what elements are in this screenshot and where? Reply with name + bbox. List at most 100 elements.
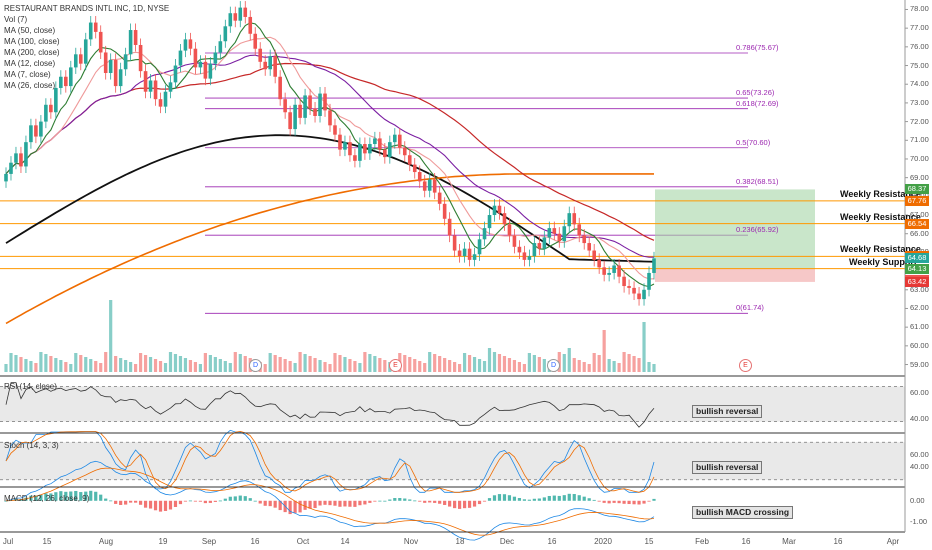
candle (397, 128, 402, 155)
x-tick-label: Dec (499, 537, 515, 546)
candle (517, 240, 522, 259)
x-tick-label: Jul (2, 537, 14, 546)
candle-body (44, 104, 48, 122)
volume-bar (178, 356, 183, 372)
price-pane[interactable] (0, 1, 905, 372)
candle-body (14, 153, 18, 163)
volume-bar (168, 352, 173, 372)
macd-histogram-bar (248, 498, 252, 501)
candle (188, 32, 193, 56)
candle (44, 98, 48, 129)
volume-bar (343, 357, 347, 372)
candle (402, 141, 407, 162)
volume-bar (567, 348, 571, 372)
macd-histogram-bar (547, 495, 551, 501)
candle (497, 199, 502, 220)
candle-body (64, 76, 68, 87)
candle (323, 87, 327, 117)
volume-bar (617, 363, 621, 372)
y-tick-label: 71.00 (910, 135, 929, 145)
macd-histogram-bar (178, 500, 183, 505)
volume-bar (114, 356, 118, 372)
macd-histogram-bar (572, 494, 576, 501)
x-tick-label: 14 (340, 537, 350, 546)
y-tick-label: 73.00 (910, 97, 929, 107)
rsi-line (5, 382, 655, 428)
event-marker: E (389, 359, 402, 372)
candle (83, 32, 88, 71)
candle (393, 128, 397, 149)
macd-histogram-bar (502, 494, 507, 501)
macd-histogram-bar (258, 500, 262, 504)
volume-bar (233, 352, 237, 372)
candle (113, 53, 118, 93)
price-tag: 64.68 (905, 253, 929, 264)
macd-histogram-bar (413, 500, 417, 502)
legend-ma26: MA (26, close) (4, 81, 56, 90)
candle (223, 19, 228, 48)
macd-histogram-bar (472, 500, 477, 507)
volume-bar (14, 355, 18, 372)
candle-body (452, 235, 457, 251)
event-marker: E (739, 359, 752, 372)
candle-body (303, 95, 307, 118)
macd-histogram-bar (428, 500, 432, 503)
macd-pane[interactable] (4, 460, 656, 541)
candle-body (587, 243, 591, 251)
volume-bar (293, 363, 297, 372)
volume-bar (228, 363, 232, 372)
x-tick-label: 16 (250, 537, 260, 546)
macd-histogram-bar (34, 495, 38, 501)
macd-histogram-bar (138, 500, 143, 505)
candle-body (562, 226, 567, 242)
macd-histogram-bar (273, 500, 277, 508)
candle-body (467, 248, 472, 260)
candle-body (208, 63, 213, 79)
candle (243, 1, 248, 24)
candle (258, 42, 263, 69)
volume-bar (492, 352, 497, 372)
x-tick-label: 18 (455, 537, 465, 546)
macd-histogram-bar (119, 500, 123, 505)
candle (597, 253, 601, 274)
volume-bar (163, 363, 168, 372)
y-tick-label: 59.00 (910, 359, 929, 369)
volume-bar (89, 359, 93, 372)
candle (412, 158, 417, 179)
candle (622, 270, 626, 293)
volume-bar (642, 322, 646, 372)
candle (567, 206, 572, 233)
candle (442, 197, 447, 226)
macd-histogram-bar (134, 500, 138, 503)
macd-histogram-bar (243, 496, 247, 501)
volume-bar (582, 362, 586, 372)
macd-histogram-bar (443, 500, 447, 505)
candle (198, 55, 203, 74)
volume-bar (338, 355, 342, 372)
candle (527, 249, 532, 267)
volume-bar (223, 361, 227, 372)
candle (617, 258, 621, 284)
macd-histogram-bar (74, 490, 78, 501)
candle (248, 10, 253, 41)
volume-bar (403, 355, 407, 372)
sub-y-tick: 0.00 (910, 495, 925, 505)
candle (652, 251, 656, 280)
macd-histogram-bar (517, 498, 522, 501)
candle (308, 88, 312, 116)
stoch-pane[interactable] (0, 429, 905, 493)
macd-histogram-bar (153, 500, 158, 511)
candle-body (647, 272, 651, 290)
candle-body (637, 293, 641, 300)
volume-bar (79, 355, 83, 372)
volume-bar (423, 363, 427, 372)
candle (238, 1, 243, 28)
candle (54, 81, 58, 119)
rsi-pane[interactable] (0, 382, 905, 428)
candle (4, 167, 8, 188)
macd-histogram-bar (542, 497, 546, 501)
candle (318, 87, 322, 123)
indicator-legend: RESTAURANT BRANDS INTL INC, 1D, NYSE Vol… (4, 3, 169, 91)
candle-body (243, 7, 248, 17)
candle-body (422, 181, 427, 191)
